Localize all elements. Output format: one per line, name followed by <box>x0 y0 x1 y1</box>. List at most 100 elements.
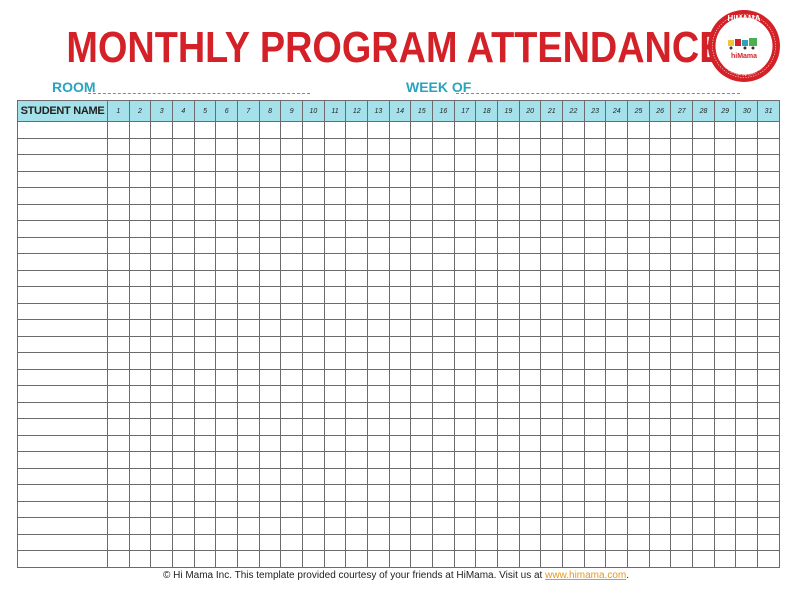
attendance-cell[interactable] <box>215 434 239 452</box>
attendance-cell[interactable] <box>258 137 282 155</box>
student-name-cell[interactable] <box>17 484 108 502</box>
attendance-cell[interactable] <box>388 352 412 370</box>
attendance-cell[interactable] <box>583 302 607 320</box>
footer-link[interactable]: www.himama.com <box>545 570 627 581</box>
attendance-cell[interactable] <box>107 385 130 403</box>
attendance-cell[interactable] <box>670 385 694 403</box>
attendance-cell[interactable] <box>258 269 282 287</box>
attendance-cell[interactable] <box>518 451 542 469</box>
attendance-cell[interactable] <box>540 203 564 221</box>
attendance-cell[interactable] <box>302 352 325 370</box>
attendance-cell[interactable] <box>302 401 325 419</box>
attendance-cell[interactable] <box>692 517 715 535</box>
attendance-cell[interactable] <box>215 236 239 254</box>
attendance-cell[interactable] <box>280 401 304 419</box>
attendance-cell[interactable] <box>757 286 780 304</box>
attendance-cell[interactable] <box>540 187 564 205</box>
attendance-cell[interactable] <box>648 302 672 320</box>
attendance-cell[interactable] <box>367 269 390 287</box>
attendance-cell[interactable] <box>605 418 629 436</box>
attendance-cell[interactable] <box>497 418 520 436</box>
attendance-cell[interactable] <box>432 385 455 403</box>
attendance-cell[interactable] <box>302 335 325 353</box>
attendance-cell[interactable] <box>258 352 282 370</box>
attendance-cell[interactable] <box>237 121 260 139</box>
attendance-cell[interactable] <box>128 319 152 337</box>
attendance-cell[interactable] <box>323 319 347 337</box>
attendance-cell[interactable] <box>475 352 499 370</box>
attendance-cell[interactable] <box>323 517 347 535</box>
attendance-cell[interactable] <box>713 236 737 254</box>
attendance-cell[interactable] <box>497 385 520 403</box>
attendance-cell[interactable] <box>475 517 499 535</box>
student-name-cell[interactable] <box>17 401 108 419</box>
attendance-cell[interactable] <box>323 269 347 287</box>
attendance-cell[interactable] <box>410 434 434 452</box>
attendance-cell[interactable] <box>302 170 325 188</box>
attendance-cell[interactable] <box>410 286 434 304</box>
attendance-cell[interactable] <box>367 236 390 254</box>
attendance-cell[interactable] <box>518 220 542 238</box>
attendance-cell[interactable] <box>345 137 369 155</box>
attendance-cell[interactable] <box>410 517 434 535</box>
attendance-cell[interactable] <box>193 220 217 238</box>
attendance-cell[interactable] <box>540 137 564 155</box>
attendance-cell[interactable] <box>193 286 217 304</box>
attendance-cell[interactable] <box>107 517 130 535</box>
attendance-cell[interactable] <box>345 319 369 337</box>
student-name-cell[interactable] <box>17 170 108 188</box>
attendance-cell[interactable] <box>735 550 759 568</box>
attendance-cell[interactable] <box>150 286 174 304</box>
attendance-cell[interactable] <box>713 533 737 551</box>
attendance-cell[interactable] <box>237 484 260 502</box>
attendance-cell[interactable] <box>627 203 650 221</box>
attendance-cell[interactable] <box>150 121 174 139</box>
attendance-cell[interactable] <box>713 203 737 221</box>
attendance-cell[interactable] <box>172 401 195 419</box>
attendance-cell[interactable] <box>280 121 304 139</box>
attendance-cell[interactable] <box>692 385 715 403</box>
attendance-cell[interactable] <box>345 368 369 386</box>
attendance-cell[interactable] <box>605 286 629 304</box>
attendance-cell[interactable] <box>757 533 780 551</box>
attendance-cell[interactable] <box>627 236 650 254</box>
attendance-cell[interactable] <box>215 203 239 221</box>
attendance-cell[interactable] <box>388 236 412 254</box>
attendance-cell[interactable] <box>107 418 130 436</box>
attendance-cell[interactable] <box>670 418 694 436</box>
attendance-cell[interactable] <box>518 352 542 370</box>
attendance-cell[interactable] <box>648 434 672 452</box>
attendance-cell[interactable] <box>692 418 715 436</box>
attendance-cell[interactable] <box>150 434 174 452</box>
attendance-cell[interactable] <box>367 335 390 353</box>
attendance-cell[interactable] <box>692 451 715 469</box>
attendance-cell[interactable] <box>150 418 174 436</box>
attendance-cell[interactable] <box>323 203 347 221</box>
attendance-cell[interactable] <box>280 187 304 205</box>
attendance-cell[interactable] <box>150 319 174 337</box>
attendance-cell[interactable] <box>237 236 260 254</box>
attendance-cell[interactable] <box>540 418 564 436</box>
attendance-cell[interactable] <box>540 302 564 320</box>
attendance-cell[interactable] <box>258 418 282 436</box>
attendance-cell[interactable] <box>410 500 434 518</box>
attendance-cell[interactable] <box>107 335 130 353</box>
attendance-cell[interactable] <box>648 170 672 188</box>
attendance-cell[interactable] <box>432 253 455 271</box>
student-name-cell[interactable] <box>17 467 108 485</box>
attendance-cell[interactable] <box>475 253 499 271</box>
attendance-cell[interactable] <box>648 154 672 172</box>
attendance-cell[interactable] <box>453 203 477 221</box>
attendance-cell[interactable] <box>193 434 217 452</box>
attendance-cell[interactable] <box>388 451 412 469</box>
attendance-cell[interactable] <box>345 187 369 205</box>
attendance-cell[interactable] <box>757 236 780 254</box>
attendance-cell[interactable] <box>302 550 325 568</box>
attendance-cell[interactable] <box>280 236 304 254</box>
attendance-cell[interactable] <box>388 467 412 485</box>
attendance-cell[interactable] <box>172 335 195 353</box>
student-name-cell[interactable] <box>17 203 108 221</box>
attendance-cell[interactable] <box>692 220 715 238</box>
attendance-cell[interactable] <box>757 187 780 205</box>
attendance-cell[interactable] <box>670 401 694 419</box>
